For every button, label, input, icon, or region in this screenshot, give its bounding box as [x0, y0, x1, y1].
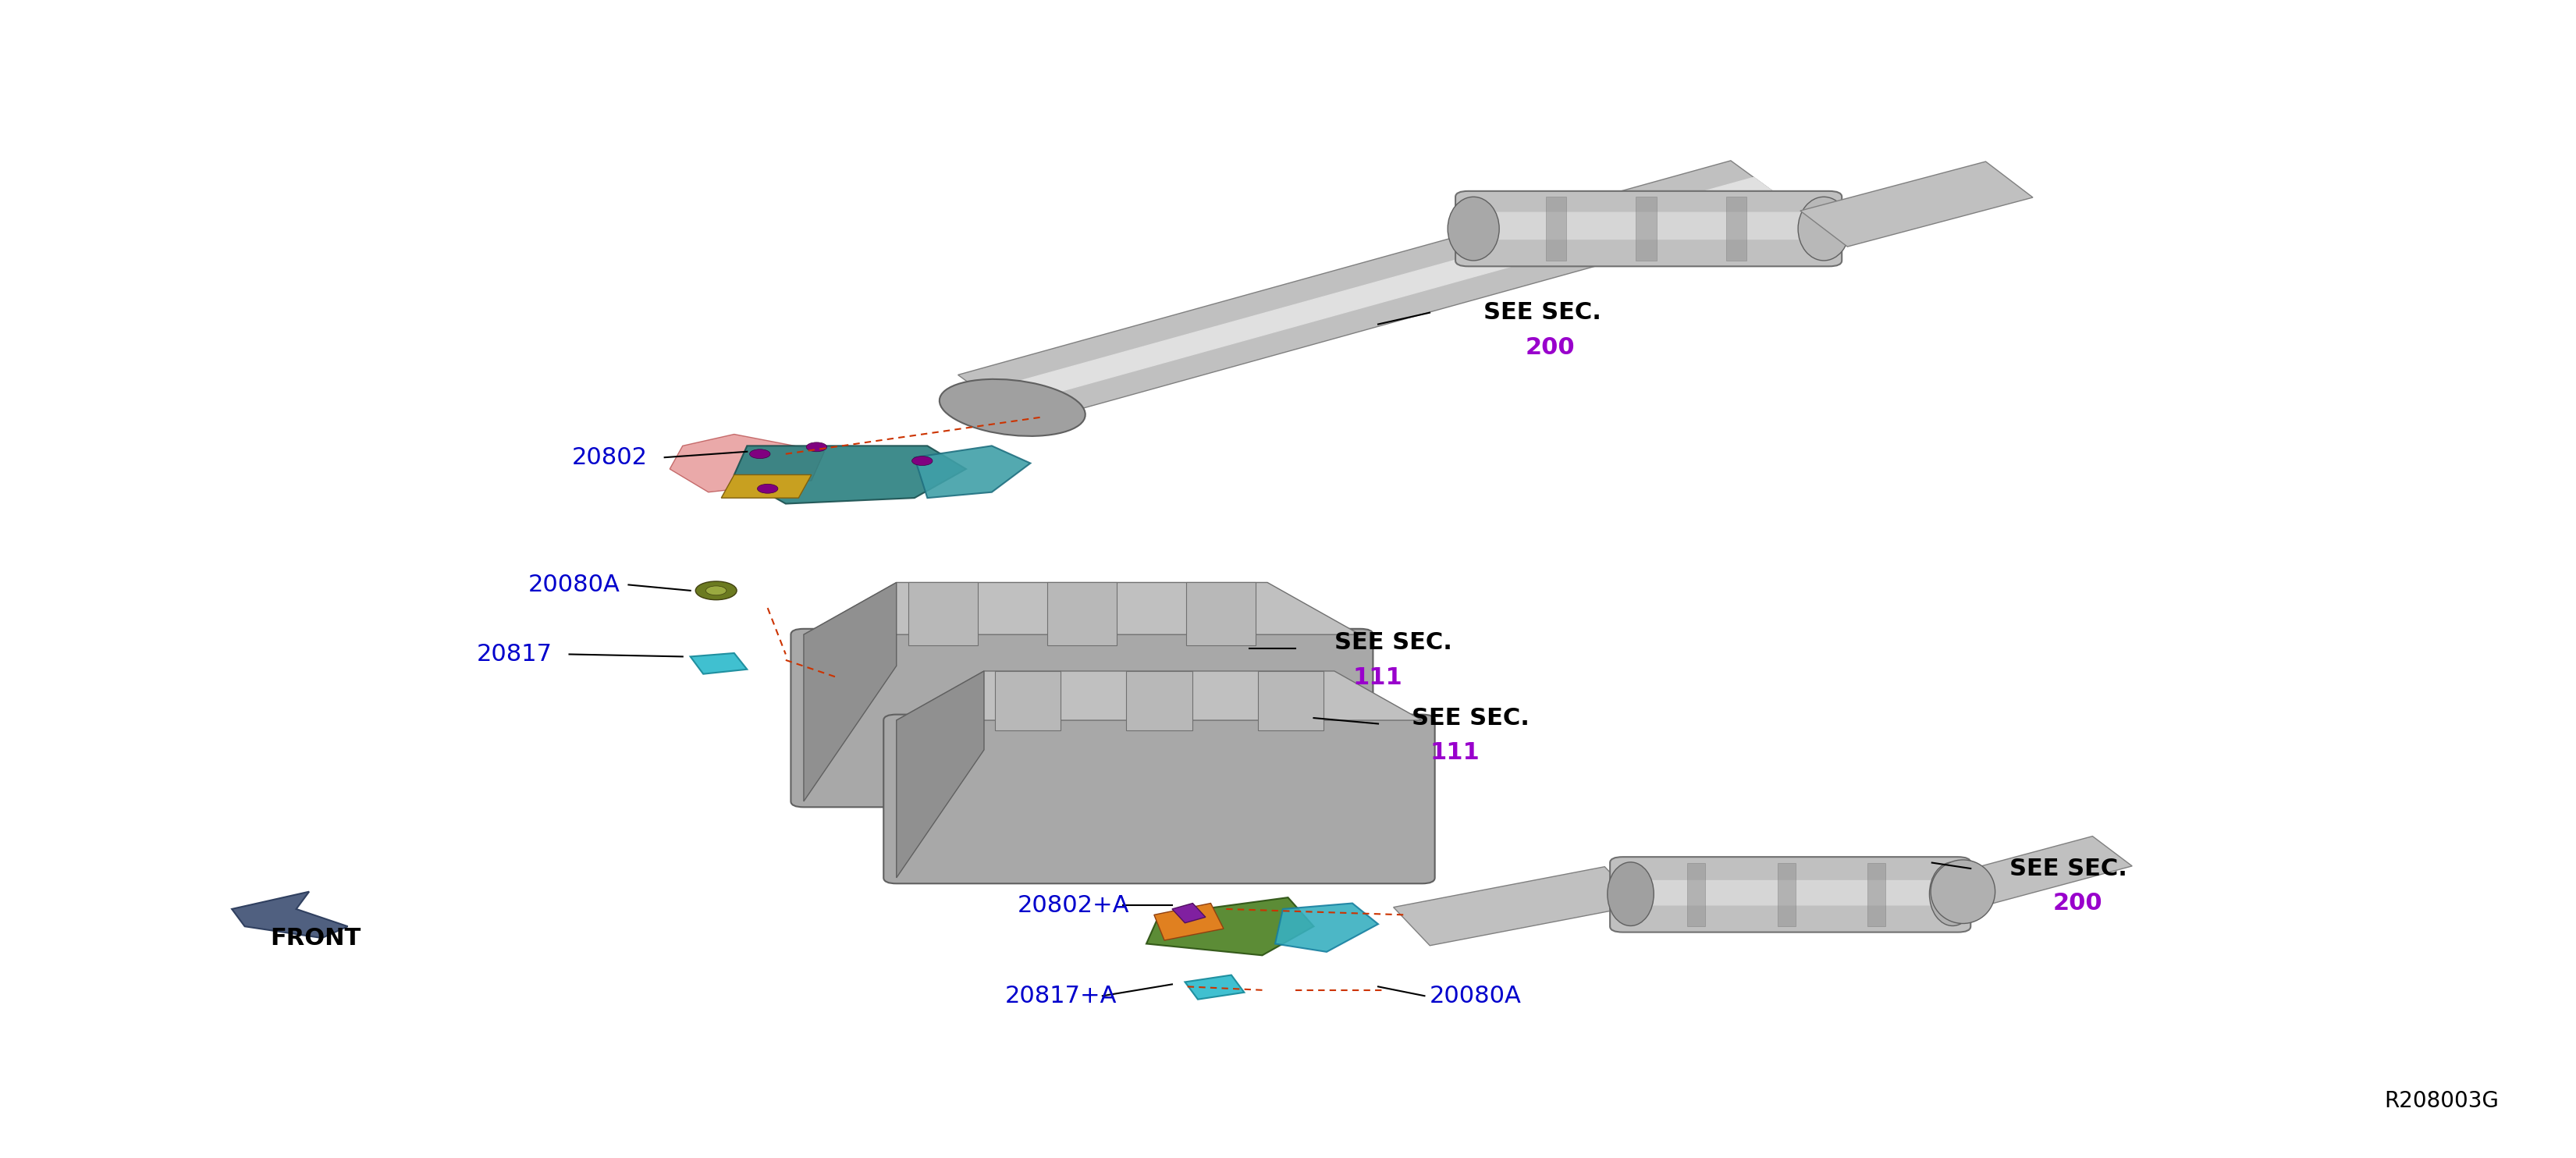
Bar — [907, 582, 979, 645]
Text: 200: 200 — [1525, 336, 1574, 359]
Polygon shape — [1932, 836, 2133, 909]
Circle shape — [806, 442, 827, 452]
Ellipse shape — [1932, 859, 1994, 924]
Polygon shape — [981, 177, 1775, 408]
Ellipse shape — [943, 383, 1066, 432]
Text: 20802+A: 20802+A — [1018, 894, 1128, 917]
Polygon shape — [896, 672, 984, 878]
Polygon shape — [721, 475, 811, 498]
Bar — [1546, 197, 1566, 261]
Polygon shape — [958, 161, 1798, 424]
Text: SEE SEC.: SEE SEC. — [1334, 631, 1453, 654]
Bar — [1868, 863, 1886, 926]
Text: 20080A: 20080A — [1430, 984, 1522, 1007]
Bar — [1046, 582, 1118, 645]
Bar — [1726, 197, 1747, 261]
Ellipse shape — [1607, 862, 1654, 926]
Bar — [1257, 672, 1324, 731]
Bar — [1687, 863, 1705, 926]
Text: 20817: 20817 — [477, 643, 551, 666]
Text: 20080A: 20080A — [528, 573, 621, 596]
Text: 20817+A: 20817+A — [1005, 984, 1115, 1007]
Bar — [1777, 863, 1795, 926]
FancyBboxPatch shape — [1455, 191, 1842, 266]
Bar — [1126, 672, 1193, 731]
Text: SEE SEC.: SEE SEC. — [1412, 706, 1530, 730]
Text: 111: 111 — [1430, 741, 1479, 764]
Polygon shape — [1185, 975, 1244, 999]
FancyBboxPatch shape — [1618, 880, 1963, 906]
Polygon shape — [1801, 161, 2032, 247]
Polygon shape — [1172, 903, 1206, 923]
Ellipse shape — [1929, 862, 1976, 926]
Text: 111: 111 — [1352, 666, 1401, 689]
Ellipse shape — [940, 379, 1084, 437]
Circle shape — [757, 484, 778, 493]
FancyBboxPatch shape — [791, 629, 1373, 807]
Polygon shape — [1154, 903, 1224, 940]
Polygon shape — [1394, 866, 1641, 946]
Circle shape — [696, 581, 737, 600]
Text: 20802: 20802 — [572, 446, 647, 469]
Text: FRONT: FRONT — [270, 926, 361, 950]
FancyBboxPatch shape — [1610, 857, 1971, 932]
Bar — [1185, 582, 1257, 645]
Polygon shape — [232, 892, 348, 938]
Text: SEE SEC.: SEE SEC. — [1484, 301, 1602, 324]
Polygon shape — [804, 582, 896, 801]
Polygon shape — [690, 653, 747, 674]
FancyBboxPatch shape — [1463, 212, 1834, 240]
Bar — [1636, 197, 1656, 261]
Polygon shape — [896, 672, 1422, 720]
Bar — [994, 672, 1061, 731]
Text: SEE SEC.: SEE SEC. — [2009, 857, 2128, 880]
Circle shape — [750, 449, 770, 459]
Polygon shape — [1275, 903, 1378, 952]
Polygon shape — [804, 582, 1360, 635]
Polygon shape — [1146, 897, 1314, 955]
Polygon shape — [914, 446, 1030, 498]
Circle shape — [912, 456, 933, 466]
Text: 200: 200 — [2053, 892, 2102, 915]
Circle shape — [706, 586, 726, 595]
Ellipse shape — [1448, 197, 1499, 261]
Text: R208003G: R208003G — [2385, 1090, 2499, 1112]
Ellipse shape — [1798, 197, 1850, 261]
FancyBboxPatch shape — [884, 714, 1435, 884]
Polygon shape — [734, 446, 966, 504]
Polygon shape — [670, 434, 824, 492]
